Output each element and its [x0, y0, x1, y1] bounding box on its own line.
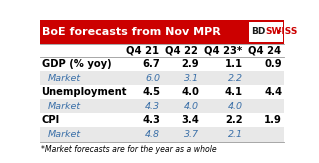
Text: 2.9: 2.9 [182, 59, 199, 69]
Text: Q4 24: Q4 24 [248, 46, 281, 56]
Text: *Market forecasts are for the year as a whole: *Market forecasts are for the year as a … [41, 145, 216, 154]
Text: 1.1: 1.1 [225, 59, 243, 69]
Text: CPI: CPI [41, 115, 60, 126]
Text: 1.9: 1.9 [264, 115, 282, 126]
Text: 6.7: 6.7 [142, 59, 160, 69]
Text: Q4 22: Q4 22 [165, 46, 198, 56]
Text: GDP (% yoy): GDP (% yoy) [41, 59, 111, 69]
Text: BD: BD [251, 27, 265, 36]
Bar [40, 99, 284, 113]
Text: ▶: ▶ [278, 29, 282, 34]
Text: 4.1: 4.1 [225, 87, 243, 97]
Text: 2.2: 2.2 [228, 74, 243, 83]
Text: Market: Market [47, 130, 80, 139]
Text: Market: Market [47, 74, 80, 83]
Text: 4.0: 4.0 [181, 87, 199, 97]
Text: 6.0: 6.0 [145, 74, 160, 83]
Text: 3.1: 3.1 [184, 74, 199, 83]
Bar [40, 57, 284, 71]
Text: Market: Market [47, 102, 80, 111]
Bar [40, 20, 284, 44]
Text: 4.3: 4.3 [142, 115, 160, 126]
Bar [40, 44, 284, 57]
Text: 4.3: 4.3 [145, 102, 160, 111]
Bar [40, 85, 284, 99]
Text: 4.0: 4.0 [228, 102, 243, 111]
Text: 3.7: 3.7 [184, 130, 199, 139]
Text: 0.9: 0.9 [264, 59, 282, 69]
Text: SWISS: SWISS [265, 27, 298, 36]
Bar [40, 71, 284, 85]
Bar [40, 113, 284, 127]
Text: 4.0: 4.0 [184, 102, 199, 111]
Text: Unemployment: Unemployment [41, 87, 127, 97]
Text: BoE forecasts from Nov MPR: BoE forecasts from Nov MPR [41, 27, 220, 37]
Text: Q4 23*: Q4 23* [204, 46, 242, 56]
Text: 2.1: 2.1 [228, 130, 243, 139]
Text: 4.8: 4.8 [145, 130, 160, 139]
Bar [40, 127, 284, 141]
Bar [249, 22, 283, 42]
Text: Q4 21: Q4 21 [126, 46, 159, 56]
Text: 2.2: 2.2 [226, 115, 243, 126]
Text: 3.4: 3.4 [181, 115, 199, 126]
Text: 4.5: 4.5 [142, 87, 160, 97]
Text: 4.4: 4.4 [264, 87, 282, 97]
